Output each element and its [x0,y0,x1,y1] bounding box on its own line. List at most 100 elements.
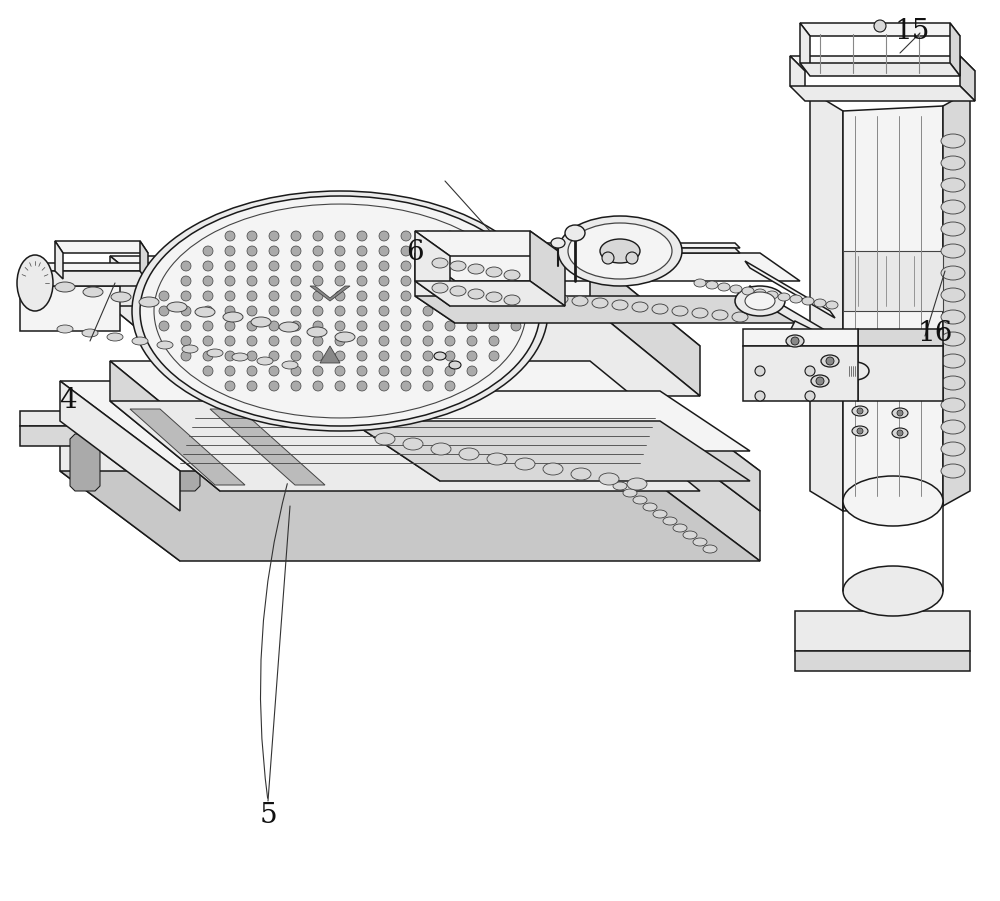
Ellipse shape [565,225,585,241]
Circle shape [467,261,477,271]
Circle shape [357,231,367,241]
Circle shape [357,261,367,271]
Polygon shape [110,361,220,491]
Ellipse shape [742,287,754,295]
Ellipse shape [251,317,271,327]
Polygon shape [590,256,700,396]
Polygon shape [415,231,565,256]
Polygon shape [60,471,760,561]
Circle shape [357,351,367,361]
Ellipse shape [786,335,804,347]
Circle shape [313,291,323,301]
Circle shape [335,306,345,316]
Circle shape [874,20,886,32]
Circle shape [445,351,455,361]
Polygon shape [743,329,858,346]
Circle shape [181,261,191,271]
Polygon shape [55,241,148,253]
Circle shape [269,261,279,271]
Ellipse shape [826,301,838,309]
Circle shape [313,231,323,241]
Ellipse shape [754,289,766,297]
Circle shape [489,306,499,316]
Circle shape [203,336,213,346]
Text: 15: 15 [894,18,930,45]
Circle shape [401,306,411,316]
Circle shape [357,306,367,316]
Circle shape [401,351,411,361]
Circle shape [269,336,279,346]
Circle shape [225,336,235,346]
Circle shape [203,291,213,301]
Circle shape [401,336,411,346]
Circle shape [181,306,191,316]
Ellipse shape [892,408,908,418]
Circle shape [423,321,433,331]
Ellipse shape [790,295,802,303]
Ellipse shape [941,332,965,346]
Text: 16: 16 [917,320,953,347]
Ellipse shape [694,279,706,287]
Ellipse shape [941,288,965,302]
Ellipse shape [941,156,965,170]
Circle shape [357,276,367,286]
Polygon shape [25,271,175,286]
Circle shape [445,231,455,241]
Ellipse shape [941,442,965,456]
Ellipse shape [459,448,479,460]
Ellipse shape [558,216,682,286]
Circle shape [379,366,389,376]
Circle shape [291,306,301,316]
Ellipse shape [643,503,657,511]
Ellipse shape [632,302,648,312]
Ellipse shape [504,270,520,280]
Circle shape [379,321,389,331]
Circle shape [445,366,455,376]
Ellipse shape [572,296,588,306]
Ellipse shape [693,538,707,546]
Circle shape [225,291,235,301]
Circle shape [203,321,213,331]
Ellipse shape [814,299,826,307]
Circle shape [335,276,345,286]
Circle shape [335,321,345,331]
Polygon shape [530,231,565,306]
Ellipse shape [600,239,640,263]
Circle shape [335,351,345,361]
Ellipse shape [811,375,829,387]
Circle shape [357,321,367,331]
Circle shape [225,246,235,256]
Circle shape [269,351,279,361]
Ellipse shape [468,289,484,299]
Circle shape [423,231,433,241]
Circle shape [489,291,499,301]
Text: 6: 6 [406,239,424,266]
Circle shape [467,366,477,376]
Circle shape [401,381,411,391]
Circle shape [423,381,433,391]
Ellipse shape [432,258,448,268]
Circle shape [225,366,235,376]
Polygon shape [455,248,740,253]
Polygon shape [350,391,440,481]
Circle shape [225,321,235,331]
Ellipse shape [732,312,748,322]
Circle shape [445,381,455,391]
Circle shape [313,246,323,256]
Ellipse shape [633,496,647,504]
Circle shape [379,231,389,241]
Circle shape [269,231,279,241]
Ellipse shape [571,468,591,480]
Polygon shape [960,56,975,101]
Circle shape [445,276,455,286]
Polygon shape [110,361,700,451]
Circle shape [805,366,815,376]
Circle shape [423,261,433,271]
Circle shape [203,351,213,361]
Ellipse shape [672,306,688,316]
Ellipse shape [107,333,123,341]
Circle shape [181,351,191,361]
Polygon shape [795,611,970,651]
Ellipse shape [450,286,466,296]
Circle shape [857,408,863,414]
